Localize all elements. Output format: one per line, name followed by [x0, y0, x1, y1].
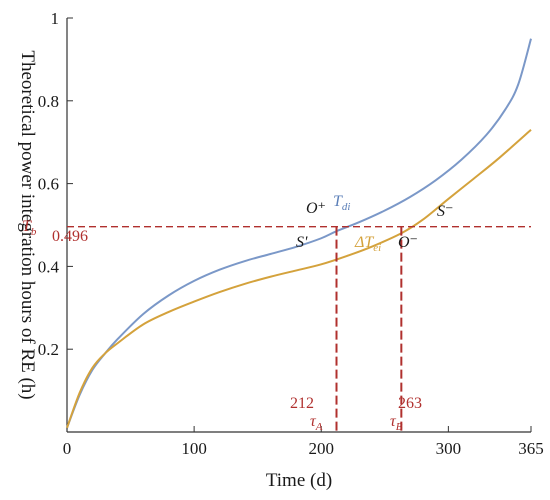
s-prime-label: S' [296, 234, 308, 251]
o-minus-label: O⁻ [398, 234, 418, 251]
x-tick-label: 365 [518, 439, 544, 458]
s-minus-label: S⁻ [437, 203, 453, 220]
tau-a-value: 212 [290, 395, 314, 412]
x-tick-label: 100 [181, 439, 207, 458]
y-tick-label: 0.2 [38, 340, 59, 359]
x-tick-label: 200 [308, 439, 334, 458]
threshold-value: 0.496 [52, 228, 88, 245]
t-di-label: Tdi [333, 193, 350, 213]
series-layer [66, 38, 532, 429]
delta-t-label: ΔTei [354, 234, 381, 254]
axis-ticks: 0 100 200 300 365 0.2 0.4 0.6 0.8 1 [38, 9, 544, 458]
x-axis-label: Time (d) [266, 470, 332, 491]
reference-lines [67, 225, 531, 432]
tau-b-symbol: τB [390, 413, 403, 433]
tau-a-symbol: τA [310, 413, 323, 433]
x-tick-label: 300 [436, 439, 462, 458]
threshold-symbol: Tb [22, 218, 37, 238]
y-tick-label: 1 [51, 9, 60, 28]
x-tick-label: 0 [63, 439, 72, 458]
y-axis-label: Theoretical power integration hours of R… [17, 50, 38, 399]
y-tick-label: 0.6 [38, 175, 59, 194]
series-line-2 [66, 129, 532, 429]
series-line-1 [66, 38, 532, 429]
y-tick-label: 0.4 [38, 257, 60, 276]
tau-b-value: 263 [398, 395, 422, 412]
o-plus-label: O⁺ [306, 200, 326, 217]
y-tick-label: 0.8 [38, 92, 59, 111]
